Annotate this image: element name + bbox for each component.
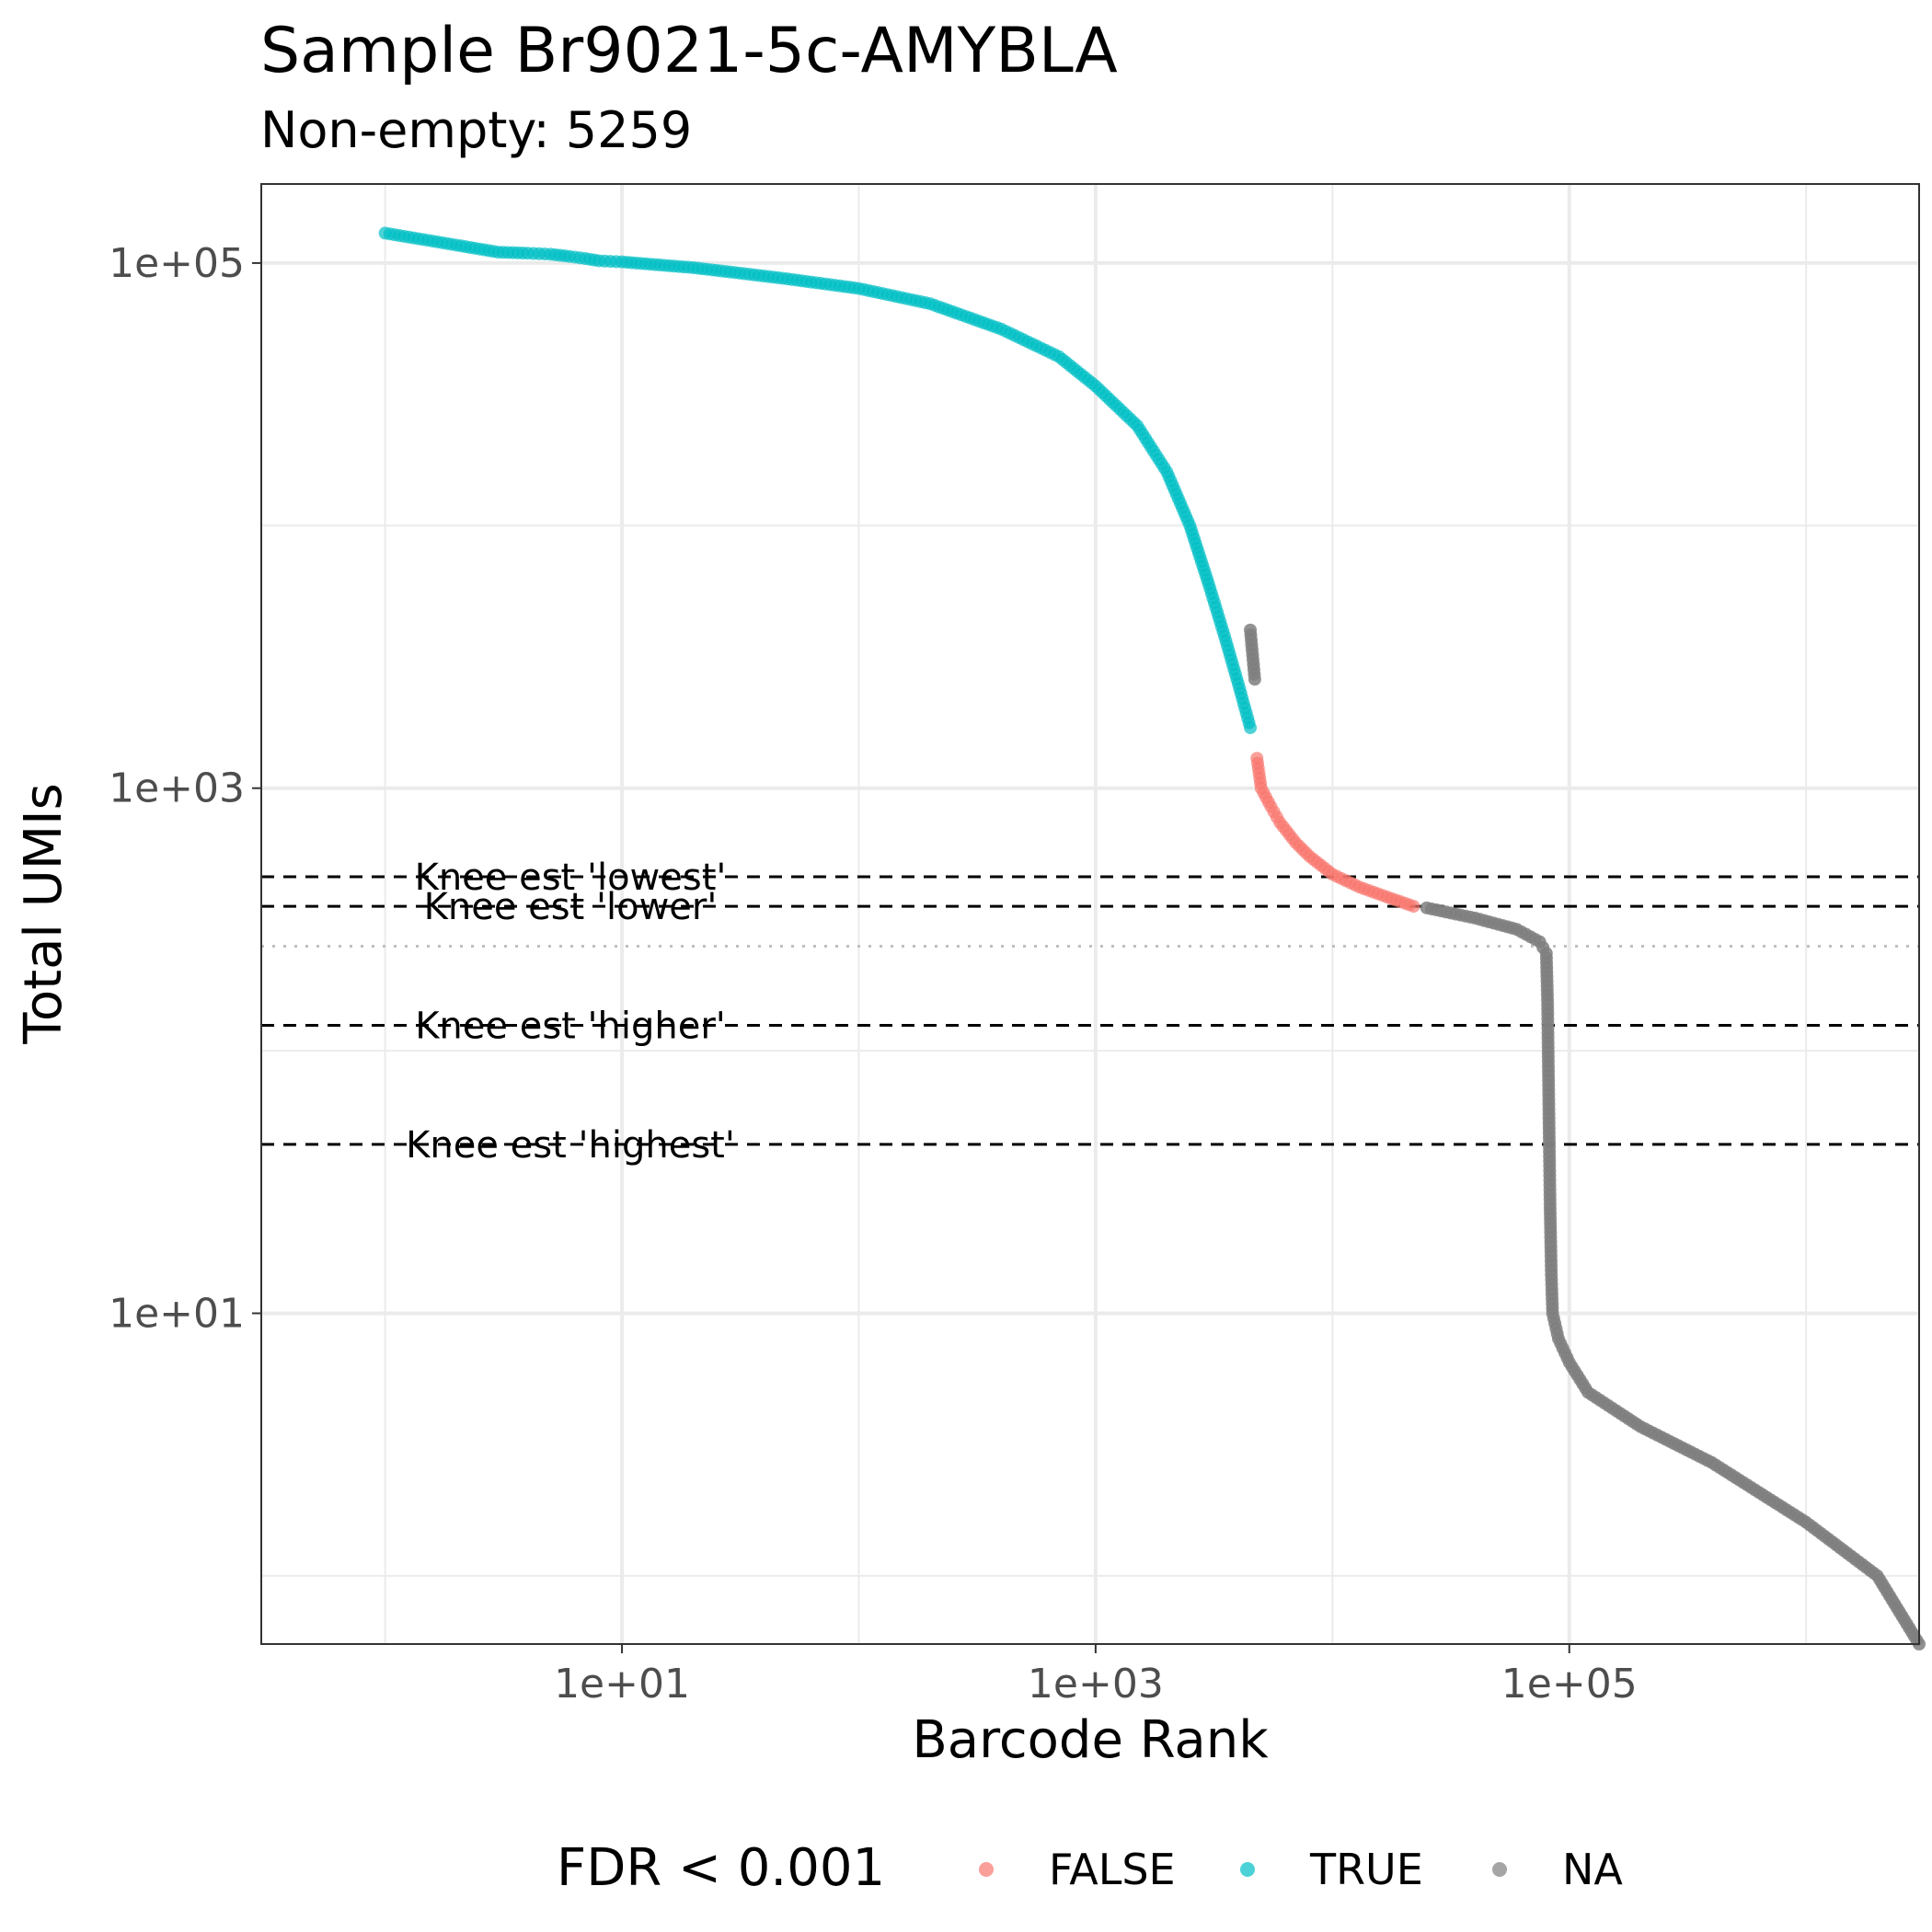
legend-label-false: FALSE: [1049, 1845, 1176, 1894]
x-axis-ticks: 1e+01 1e+03 1e+05: [554, 1644, 1638, 1708]
x-axis-title: Barcode Rank: [912, 1710, 1269, 1770]
plot-border: [260, 183, 1920, 1645]
chart-title: Sample Br9021-5c-AMYBLA: [260, 15, 1118, 87]
data-points: [378, 226, 1926, 1650]
grid-lines: [261, 184, 1919, 1644]
legend-items: FALSE TRUE NA: [979, 1845, 1623, 1894]
legend-title: FDR < 0.001: [557, 1838, 885, 1898]
legend-key-na: [1492, 1862, 1507, 1877]
y-tick-label: 1e+01: [109, 1291, 245, 1338]
series-false: [1250, 752, 1420, 914]
legend-label-true: TRUE: [1309, 1845, 1423, 1894]
legend-key-false: [979, 1862, 994, 1877]
knee-label: Knee est 'lower': [424, 886, 718, 928]
series-true: [378, 226, 1258, 734]
x-tick-label: 1e+03: [1028, 1661, 1164, 1708]
y-axis-ticks: 1e+01 1e+03 1e+05: [109, 240, 261, 1338]
knee-label: Knee est 'lowest': [415, 857, 727, 899]
series-na: [1244, 623, 1926, 1650]
knee-estimate-labels: Knee est 'lowest'Knee est 'lower' Knee es…: [406, 857, 735, 1167]
legend-label-na: NA: [1562, 1845, 1623, 1894]
x-tick-label: 1e+05: [1501, 1661, 1638, 1708]
y-axis-title: Total UMIs: [14, 783, 74, 1045]
legend-key-true: [1240, 1862, 1255, 1877]
knee-label: Knee est 'higher': [415, 1005, 726, 1047]
knee-label: Knee est 'highest': [406, 1124, 735, 1167]
x-tick-label: 1e+01: [554, 1661, 690, 1708]
y-tick-label: 1e+03: [109, 765, 245, 812]
plot-panel: [261, 184, 1919, 1644]
point: [1407, 900, 1420, 914]
chart-subtitle: Non-empty: 5259: [260, 101, 692, 159]
point: [1244, 720, 1258, 734]
point: [1248, 673, 1261, 686]
knee-estimate-lines: [261, 875, 1919, 1146]
legend: FDR < 0.001 FALSE TRUE NA: [557, 1838, 1623, 1898]
y-tick-label: 1e+05: [109, 240, 245, 287]
